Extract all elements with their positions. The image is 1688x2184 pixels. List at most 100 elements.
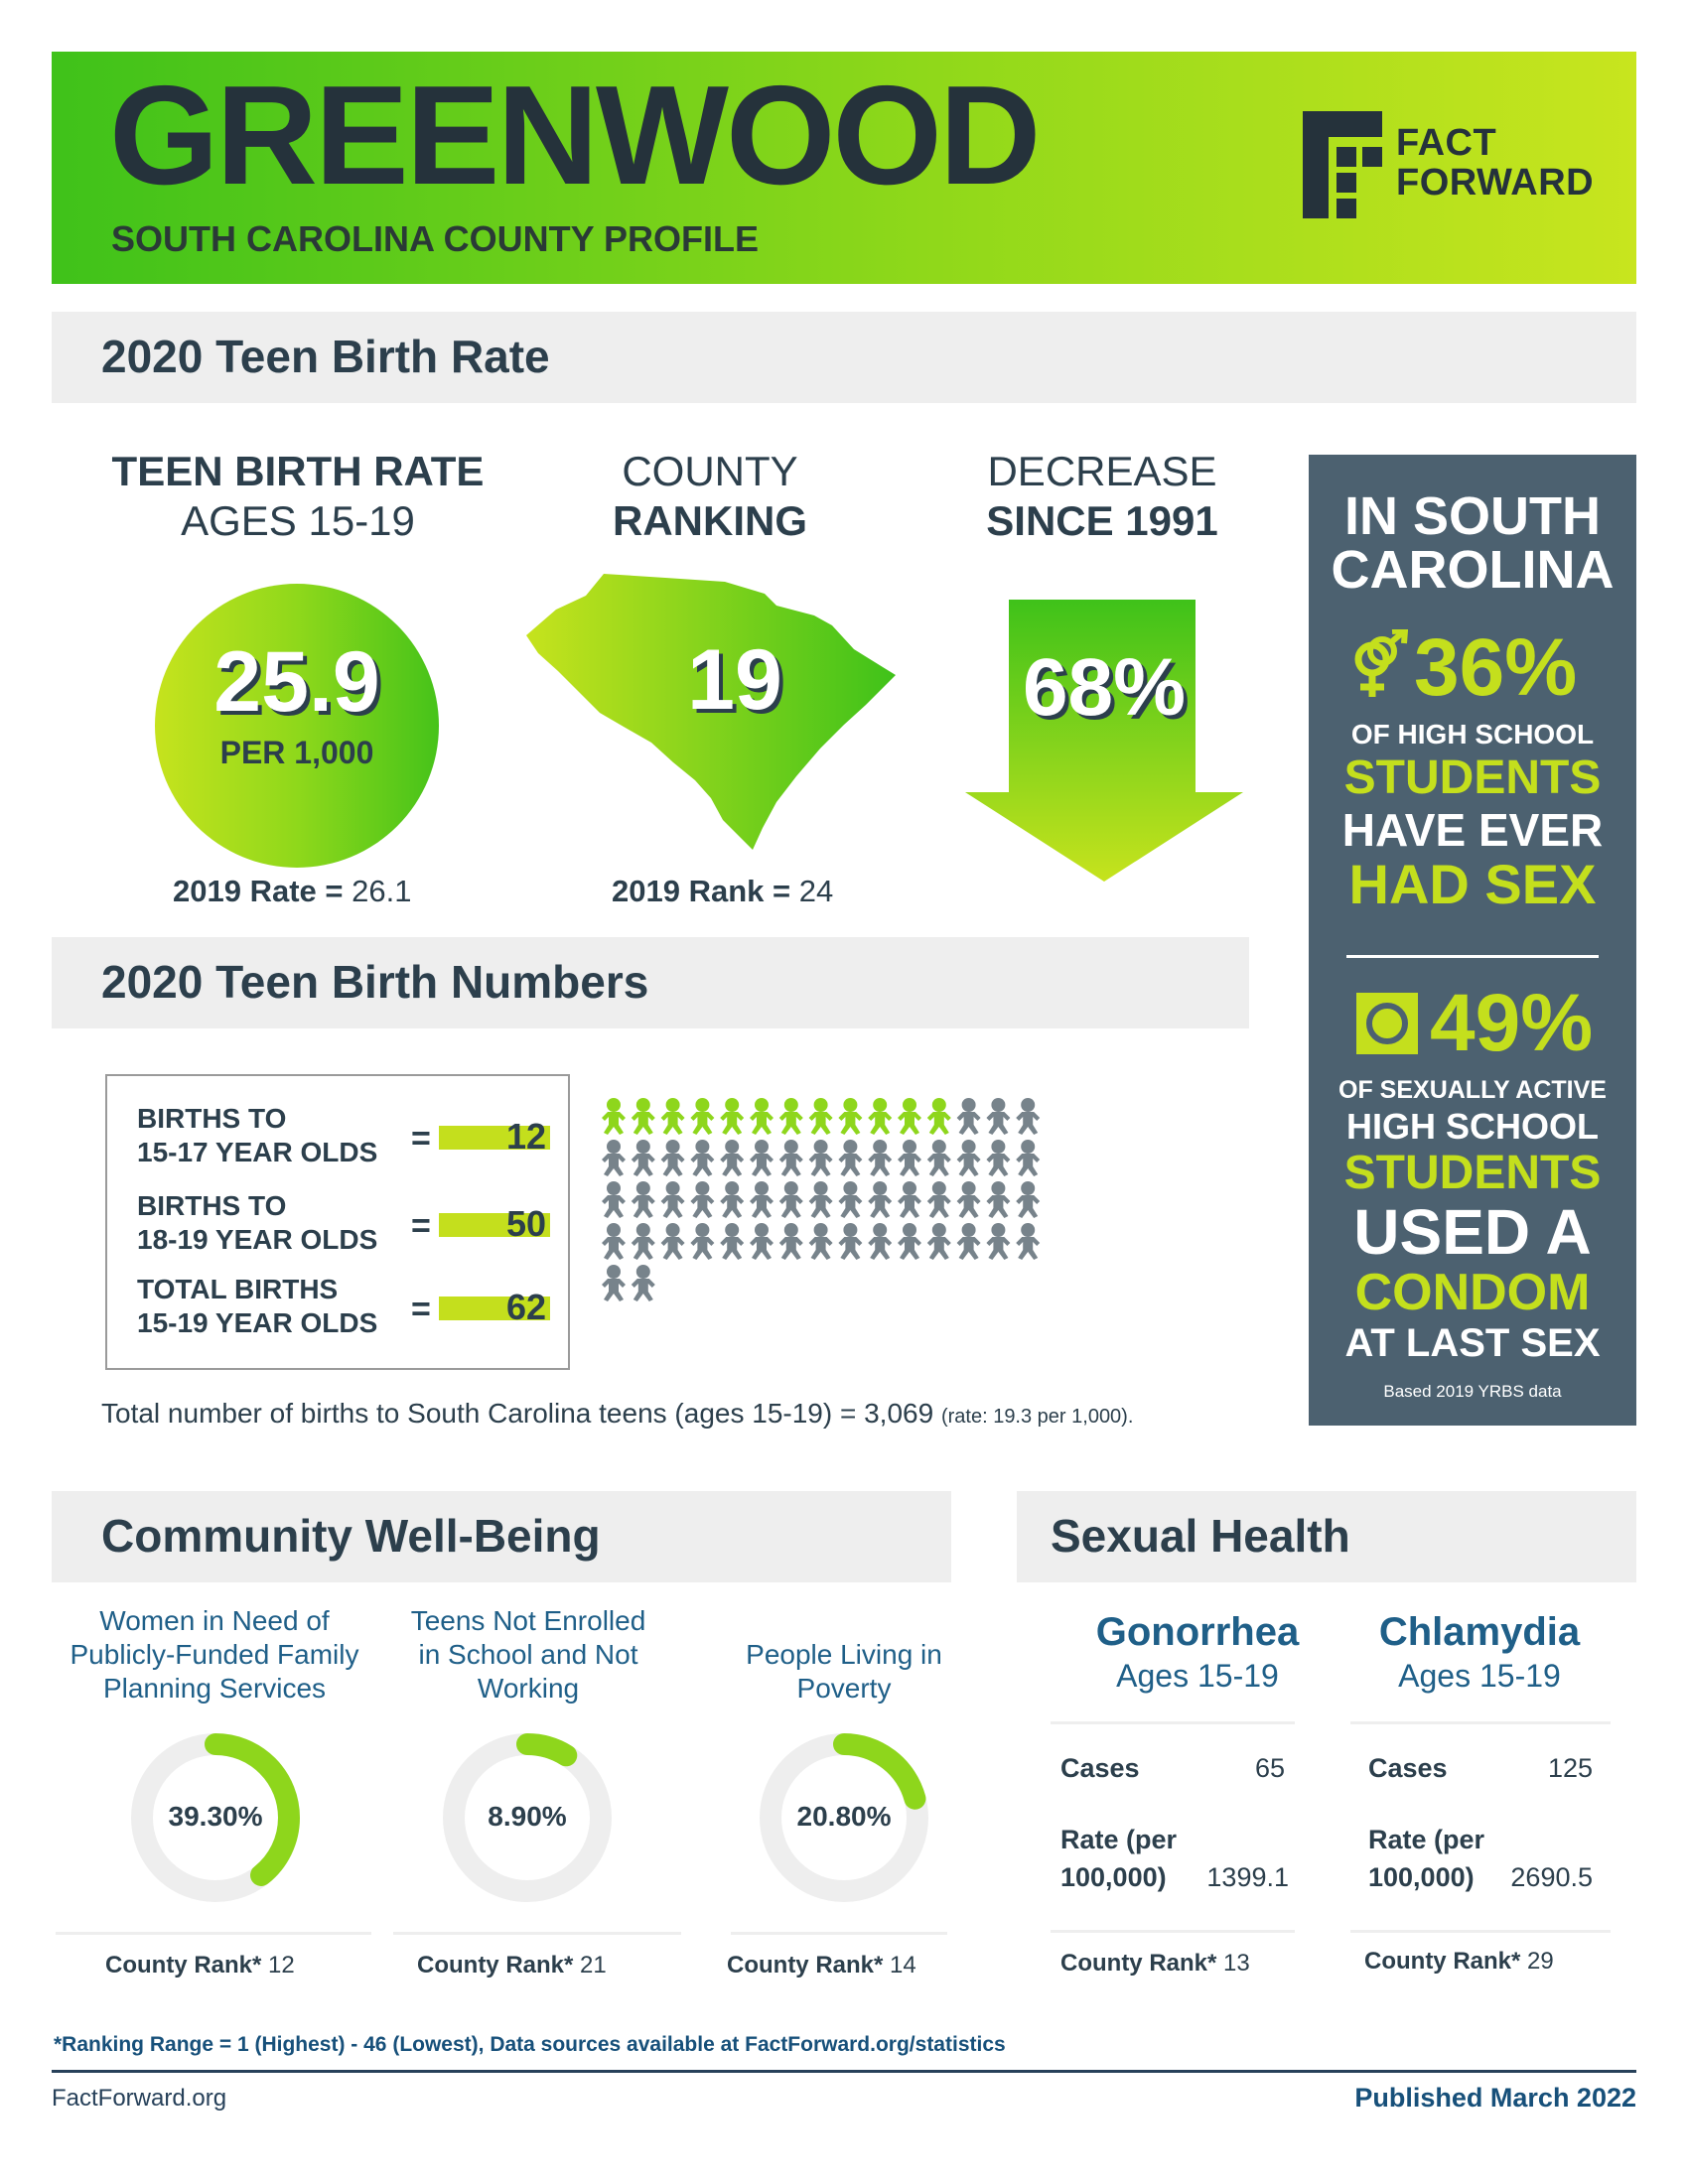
county-title: GREENWOOD bbox=[109, 57, 1041, 214]
panel-stat1-line3: HAVE EVER bbox=[1341, 804, 1604, 856]
panel-stat2-line1: OF SEXUALLY ACTIVE bbox=[1338, 1076, 1607, 1104]
baby-icon bbox=[808, 1098, 833, 1135]
decrease-heading: DECREASE SINCE 1991 bbox=[986, 448, 1218, 544]
community-item-3-label: People Living in Poverty bbox=[746, 1639, 942, 1704]
footer-published-date: Published March 2022 bbox=[1354, 2083, 1636, 2113]
statewide-total: Total number of births to South Carolina… bbox=[101, 1398, 1134, 1429]
community-item-1-value: 39.30% bbox=[168, 1801, 263, 1832]
panel-stat2-value: 49% bbox=[1430, 978, 1594, 1068]
baby-icon bbox=[956, 1098, 981, 1135]
baby-icon bbox=[1016, 1140, 1041, 1176]
ranking-value: 19 bbox=[687, 632, 782, 728]
births-row-2-label: BIRTHS TO 18-19 YEAR OLDS bbox=[137, 1190, 378, 1255]
births-pictogram bbox=[602, 1098, 1041, 1301]
donut-fill-arc bbox=[131, 1733, 300, 1902]
baby-icon bbox=[868, 1098, 893, 1135]
rate-unit: PER 1,000 bbox=[219, 735, 374, 770]
community-item-3-donut bbox=[760, 1733, 928, 1902]
chlamydia-cases-value: 125 bbox=[1547, 1753, 1593, 1783]
births-row-3-label: TOTAL BIRTHS 15-19 YEAR OLDS bbox=[137, 1274, 378, 1338]
logo-text-fact: FACT bbox=[1396, 122, 1497, 164]
baby-icon bbox=[690, 1223, 715, 1260]
baby-icon bbox=[898, 1181, 921, 1218]
fact-forward-logo: FACT FORWARD bbox=[1303, 111, 1611, 220]
baby-icon bbox=[1016, 1098, 1041, 1135]
baby-icon bbox=[1016, 1223, 1041, 1260]
sexual-health-section-title: Sexual Health bbox=[1051, 1510, 1350, 1562]
baby-icon bbox=[868, 1223, 893, 1260]
chlamydia-title: Chlamydia bbox=[1378, 1610, 1581, 1654]
gonorrhea-rank: County Rank* 13 bbox=[1060, 1950, 1250, 1977]
baby-icon bbox=[690, 1181, 715, 1218]
baby-icon bbox=[778, 1140, 803, 1176]
baby-icon bbox=[1016, 1181, 1041, 1218]
birth-numbers-section-bar: 2020 Teen Birth Numbers bbox=[52, 937, 1249, 1028]
baby-icon bbox=[660, 1181, 685, 1218]
baby-icon bbox=[926, 1098, 951, 1135]
baby-icon bbox=[602, 1140, 626, 1176]
community-section-bar: Community Well-Being bbox=[52, 1491, 951, 1582]
south-carolina-panel: IN SOUTH CAROLINA 36% OF HIGH SCHOOL STU… bbox=[1309, 455, 1636, 1426]
birth-rate-section-title: 2020 Teen Birth Rate bbox=[101, 331, 550, 382]
baby-icon bbox=[926, 1140, 951, 1176]
panel-title-line2: CAROLINA bbox=[1331, 540, 1615, 600]
baby-icon bbox=[660, 1140, 685, 1176]
chlamydia-ages: Ages 15-19 bbox=[1398, 1658, 1561, 1694]
baby-icon bbox=[602, 1098, 626, 1135]
baby-icon bbox=[838, 1098, 863, 1135]
rate-2019: 2019 Rate = 26.1 bbox=[173, 874, 412, 908]
chlamydia-rate-value: 2690.5 bbox=[1510, 1862, 1593, 1892]
logo-mark-icon bbox=[1303, 111, 1382, 218]
chlamydia-rate-label: Rate (per 100,000) bbox=[1368, 1825, 1485, 1892]
birth-rate-section-bar: 2020 Teen Birth Rate bbox=[52, 312, 1636, 403]
baby-icon bbox=[602, 1265, 626, 1301]
baby-icon bbox=[838, 1223, 863, 1260]
births-row-2-eq: = bbox=[411, 1207, 431, 1245]
community-item-2-rank: County Rank* 21 bbox=[417, 1952, 607, 1979]
births-row-2-value: 50 bbox=[439, 1206, 550, 1242]
baby-icon bbox=[660, 1098, 685, 1135]
baby-icon bbox=[956, 1223, 981, 1260]
community-section-title: Community Well-Being bbox=[101, 1510, 601, 1562]
ranking-heading: COUNTY RANKING bbox=[613, 448, 807, 544]
chlamydia-cases-label: Cases bbox=[1368, 1753, 1448, 1783]
births-row-3-eq: = bbox=[411, 1291, 431, 1328]
baby-icon bbox=[631, 1181, 655, 1218]
baby-icon bbox=[631, 1223, 655, 1260]
baby-icon bbox=[631, 1098, 655, 1135]
community-item-1-divider bbox=[56, 1932, 371, 1935]
ranking-2019: 2019 Rank = 24 bbox=[612, 874, 834, 908]
header-banner: GREENWOOD SOUTH CAROLINA COUNTY PROFILE … bbox=[52, 52, 1636, 284]
baby-icon bbox=[986, 1223, 1011, 1260]
community-item-3-value: 20.80% bbox=[796, 1801, 892, 1832]
baby-icon bbox=[956, 1181, 981, 1218]
panel-stat2-line4: USED A bbox=[1353, 1196, 1592, 1268]
rate-value: 25.9 bbox=[213, 634, 380, 730]
ranking-footnote: *Ranking Range = 1 (Highest) - 46 (Lowes… bbox=[54, 2033, 1006, 2056]
chlamydia-divider-bottom bbox=[1350, 1930, 1611, 1933]
baby-icon bbox=[720, 1140, 745, 1176]
community-item-2-label: Teens Not Enrolled in School and Not Wor… bbox=[410, 1605, 646, 1704]
gonorrhea-title: Gonorrhea bbox=[1095, 1610, 1300, 1654]
gender-symbols-icon bbox=[1348, 626, 1409, 705]
community-item-3-rank: County Rank* 14 bbox=[727, 1952, 916, 1979]
sexual-health-section-bar: Sexual Health bbox=[1017, 1491, 1636, 1582]
baby-icon bbox=[808, 1181, 833, 1218]
south-carolina-map-icon bbox=[526, 574, 896, 850]
gonorrhea-ages: Ages 15-19 bbox=[1116, 1658, 1279, 1694]
baby-icon bbox=[602, 1223, 626, 1260]
community-item-1-donut bbox=[131, 1733, 300, 1902]
baby-icon bbox=[808, 1223, 833, 1260]
baby-icon bbox=[778, 1223, 803, 1260]
baby-icon bbox=[690, 1140, 715, 1176]
donut-fill-arc bbox=[443, 1733, 612, 1902]
gonorrhea-rate-label: Rate (per 100,000) bbox=[1060, 1825, 1178, 1892]
panel-stat1-value: 36% bbox=[1414, 622, 1578, 713]
footer-website-link[interactable]: FactForward.org bbox=[52, 2085, 227, 2112]
baby-icon bbox=[602, 1181, 626, 1218]
logo-text-forward: FORWARD bbox=[1396, 162, 1595, 204]
births-table: BIRTHS TO 15-17 YEAR OLDS = 12 BIRTHS TO… bbox=[105, 1074, 570, 1370]
decrease-value: 68% bbox=[1022, 642, 1187, 733]
baby-icon bbox=[868, 1140, 893, 1176]
baby-icon bbox=[838, 1140, 863, 1176]
